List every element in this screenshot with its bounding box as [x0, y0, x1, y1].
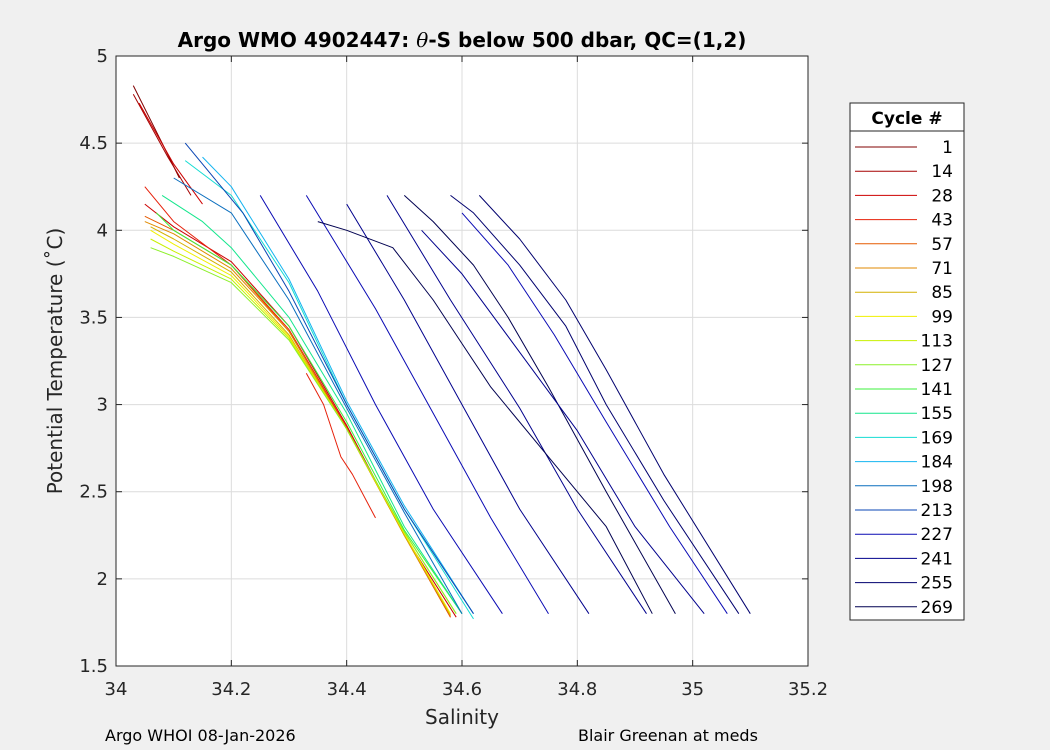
- legend-label: 213: [921, 501, 953, 521]
- legend-items: 1 14 28 43 57 71 85 99 113 127 141 155 169 184 198 213 2…: [855, 138, 953, 618]
- series-line-21: [386, 195, 647, 614]
- x-tick-label: 35.2: [788, 679, 828, 700]
- x-tick-label: 34.4: [327, 679, 367, 700]
- series-line-23: [403, 195, 676, 614]
- legend-label: 99: [931, 307, 953, 327]
- legend-label: 127: [921, 356, 953, 376]
- series-line-18: [259, 195, 503, 614]
- legend-label: 184: [921, 453, 953, 473]
- x-tick-label: 34.6: [442, 679, 482, 700]
- legend-label: 198: [921, 477, 953, 497]
- title-left: Argo WMO 4902447:: [178, 28, 417, 52]
- y-tick-label: 2: [97, 569, 108, 590]
- legend-label: 43: [931, 211, 953, 231]
- title-right: -S below 500 dbar, QC=(1,2): [428, 28, 746, 52]
- legend-title: Cycle #: [871, 109, 942, 129]
- y-axis-label: Potential Temperature (˚C): [43, 228, 67, 495]
- legend-label: 28: [931, 186, 953, 206]
- legend-label: 169: [921, 428, 953, 448]
- x-tick-label: 34: [105, 679, 128, 700]
- series-line-20: [346, 203, 590, 614]
- legend-label: 85: [931, 283, 953, 303]
- series-line-24: [450, 195, 740, 614]
- series-line-16: [173, 177, 463, 614]
- footer-right: Blair Greenan at meds: [578, 726, 758, 745]
- series-line-15: [202, 156, 474, 614]
- series-line-13: [161, 194, 463, 614]
- x-tick-label: 34.2: [211, 679, 251, 700]
- series-lines: [132, 85, 751, 620]
- legend: Cycle # 1 14 28 43 57 71 85 99 113 127 141 155 169 18…: [849, 102, 965, 621]
- legend-label: 255: [921, 574, 953, 594]
- y-tick-label: 2.5: [79, 482, 108, 503]
- series-line-8: [150, 226, 451, 616]
- series-line-2: [138, 102, 203, 205]
- series-line-9: [150, 229, 451, 614]
- legend-label: 71: [931, 259, 953, 279]
- series-line-27: [461, 212, 728, 614]
- series-line-17: [184, 142, 474, 614]
- x-tick-label: 35: [681, 679, 704, 700]
- legend-label: 1: [942, 138, 953, 158]
- legend-label: 155: [921, 404, 953, 424]
- y-tick-label: 3: [97, 395, 108, 416]
- series-line-12: [156, 212, 463, 614]
- series-line-19: [305, 195, 549, 614]
- series-line-25: [478, 195, 751, 614]
- legend-label: 141: [921, 380, 953, 400]
- legend-label: 57: [931, 235, 953, 255]
- y-tick-label: 4.5: [79, 133, 108, 154]
- axis-ticks: 34 34.2 34.4 34.6 34.8 35 35.2 1.5 2 2.5 3 3.5 4 4.5 5: [79, 46, 828, 700]
- series-line-1: [132, 94, 192, 196]
- chart-title: Argo WMO 4902447: θ-S below 500 dbar, QC…: [178, 28, 747, 52]
- legend-label: 241: [921, 549, 953, 569]
- footer-left: Argo WHOI 08-Jan-2026: [105, 726, 296, 745]
- y-tick-label: 3.5: [79, 307, 108, 328]
- series-line-11: [150, 247, 457, 614]
- y-tick-label: 4: [97, 220, 108, 241]
- series-line-22: [317, 221, 653, 614]
- title-theta: θ: [416, 28, 428, 52]
- grid-lines: [116, 56, 808, 666]
- series-line-5: [305, 372, 376, 519]
- x-axis-label: Salinity: [425, 705, 499, 729]
- y-tick-label: 1.5: [79, 656, 108, 677]
- legend-label: 227: [921, 525, 953, 545]
- legend-label: 14: [931, 162, 953, 182]
- legend-label: 269: [921, 598, 953, 618]
- y-tick-label: 5: [97, 46, 108, 67]
- legend-label: 113: [921, 332, 953, 352]
- series-line-26: [421, 229, 705, 615]
- x-tick-label: 34.8: [557, 679, 597, 700]
